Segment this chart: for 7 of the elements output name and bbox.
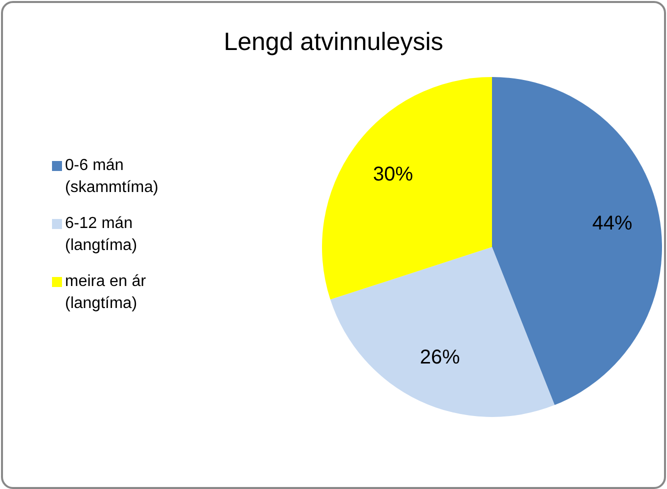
legend-label: 0-6 mán (skammtíma)	[65, 156, 160, 198]
data-label: 30%	[372, 164, 414, 186]
chart-title: Lengd atvinnuleysis	[222, 28, 444, 57]
data-label: 26%	[420, 346, 460, 368]
legend-label: 6-12 mán (langtíma)	[65, 214, 138, 256]
data-label: 44%	[592, 212, 632, 235]
legend-label: meira en ár (langtíma)	[65, 272, 147, 314]
